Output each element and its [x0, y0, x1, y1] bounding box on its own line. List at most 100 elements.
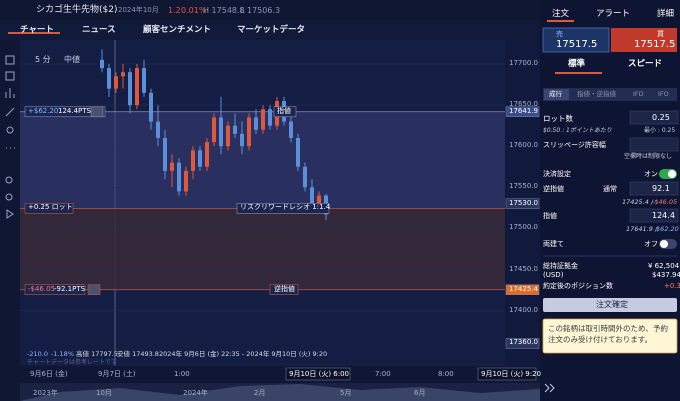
lot-input — [629, 110, 679, 125]
sl-points: -92.1PTS — [54, 284, 86, 293]
overview-label: 2月 — [254, 389, 266, 397]
collapse-icon[interactable] — [544, 383, 555, 393]
price-marker — [505, 284, 540, 295]
candle-body — [156, 121, 160, 138]
buy-price[interactable]: 17517.5 — [634, 39, 676, 50]
high: H 17548.8 — [203, 6, 245, 15]
submit-label[interactable]: 注文確定 — [596, 300, 628, 309]
toggle-knob — [660, 240, 668, 248]
candle-body — [107, 68, 111, 89]
stop-mode[interactable]: 通常 — [603, 185, 617, 193]
panel-tab[interactable]: 注文 — [552, 9, 570, 19]
candle-body — [261, 109, 265, 130]
line-label-box — [236, 203, 330, 214]
margin-unit: (USD) — [543, 271, 564, 279]
line-label-box — [90, 106, 104, 118]
candle-body — [163, 137, 167, 171]
candle-body — [184, 170, 188, 192]
y-tick-label: 17650.0 — [509, 100, 538, 109]
candle-body — [268, 109, 272, 126]
stop-value[interactable]: 92.1 — [652, 184, 670, 193]
time-highlight — [285, 367, 351, 381]
notice-box — [542, 318, 678, 354]
candle-body — [149, 92, 153, 122]
limit-input — [629, 208, 679, 223]
limit-value[interactable]: 124.4 — [652, 211, 675, 220]
price-marker-label: 17425.4 — [509, 284, 538, 293]
positions-value: +0.3 — [664, 282, 680, 290]
sell-price[interactable]: 17517.5 — [556, 39, 598, 50]
order-type[interactable]: IFD — [633, 90, 644, 98]
y-tick-label: 17500.0 — [509, 223, 538, 232]
order-type[interactable]: 指値・逆指値 — [577, 90, 616, 98]
limit-amount: $62.20 — [656, 225, 679, 233]
x-tick-label: 7:00 — [375, 370, 391, 378]
buy-button — [611, 28, 677, 52]
info-low: 安値 17493.8 — [117, 350, 159, 358]
lot-label: ロット数 — [543, 114, 573, 123]
tab[interactable]: マーケットデータ — [237, 25, 306, 35]
price-marker — [505, 198, 540, 209]
slippage-input — [629, 137, 679, 152]
time-highlight — [477, 367, 537, 381]
buy-label[interactable]: 買 — [657, 30, 664, 38]
order-type[interactable]: 成行 — [549, 90, 562, 98]
overview-label: 5月 — [340, 389, 352, 397]
candle-body — [310, 187, 314, 204]
margin-usd: $437.94 — [652, 271, 680, 279]
mode-tab[interactable]: スピード — [628, 59, 663, 69]
margin-jpy: ¥ 62,504 — [648, 262, 680, 270]
order-type[interactable]: IFO — [658, 90, 669, 98]
tab[interactable]: チャート — [20, 25, 54, 35]
tab[interactable]: 顧客センチメント — [143, 25, 212, 35]
lot-value[interactable]: 0.25 — [652, 113, 670, 122]
loss-zone — [20, 208, 505, 290]
toggle-knob — [668, 170, 676, 178]
panel-tab[interactable]: アラート — [596, 9, 631, 19]
lot-min: 最小 : 0.25 — [644, 127, 676, 134]
panel-tab[interactable]: 詳細 — [657, 9, 675, 19]
price-type[interactable]: 中値 — [64, 55, 80, 64]
tp-tag[interactable]: 指値 — [277, 106, 291, 115]
sell-label[interactable]: 売 — [556, 30, 563, 38]
candle-body — [198, 150, 202, 167]
submit-button[interactable] — [543, 298, 677, 312]
line-label-box — [24, 106, 106, 118]
positions-label: 約定後のポジション数 — [543, 282, 613, 290]
sl-amount: -$46.05 — [28, 284, 56, 293]
notice: この銘柄は取引時間外のため、予約注文のみ受け付けております。 — [548, 324, 668, 345]
candle-body — [247, 117, 251, 147]
x-tick-label: 9月7日 (土) — [98, 370, 136, 378]
price-marker-label: 17641.9 — [509, 106, 538, 115]
limit-price: 17641.9 / — [626, 225, 658, 233]
candle-body — [191, 150, 195, 171]
overview-label: 2024年 — [183, 389, 208, 397]
candle-body — [177, 162, 181, 192]
candle-body — [254, 117, 258, 130]
overview-label: 10月 — [96, 389, 112, 397]
line-label-box — [24, 284, 86, 296]
order-type-bar — [543, 88, 677, 101]
symbol: シカゴ生牛先物($2) — [36, 5, 118, 15]
interval[interactable]: 5 分 — [35, 55, 51, 64]
x-tick-label: 9月10日 (火) 6:00 — [289, 370, 349, 378]
stop-input — [629, 181, 679, 196]
candle-body — [240, 133, 244, 147]
candle-body — [289, 121, 293, 138]
mode-tab[interactable]: 標準 — [568, 59, 586, 69]
y-tick-label: 17450.0 — [509, 264, 538, 273]
stop-amount: -$46.05 — [652, 198, 678, 206]
x-tick-label: 8:00 — [438, 370, 454, 378]
hedge-label: 両建て — [543, 240, 564, 248]
period[interactable]: 2024年10月 — [118, 6, 159, 14]
candle-body — [170, 162, 174, 171]
limit-label: 指値 — [543, 212, 557, 220]
candle-body — [212, 117, 216, 143]
candle-body — [303, 166, 307, 188]
overview-area — [20, 384, 540, 401]
toolbar-icons — [5, 55, 15, 219]
sl-tag[interactable]: 逆指値 — [274, 284, 295, 293]
tab[interactable]: ニュース — [82, 25, 116, 35]
overview-label: 6月 — [414, 389, 426, 397]
